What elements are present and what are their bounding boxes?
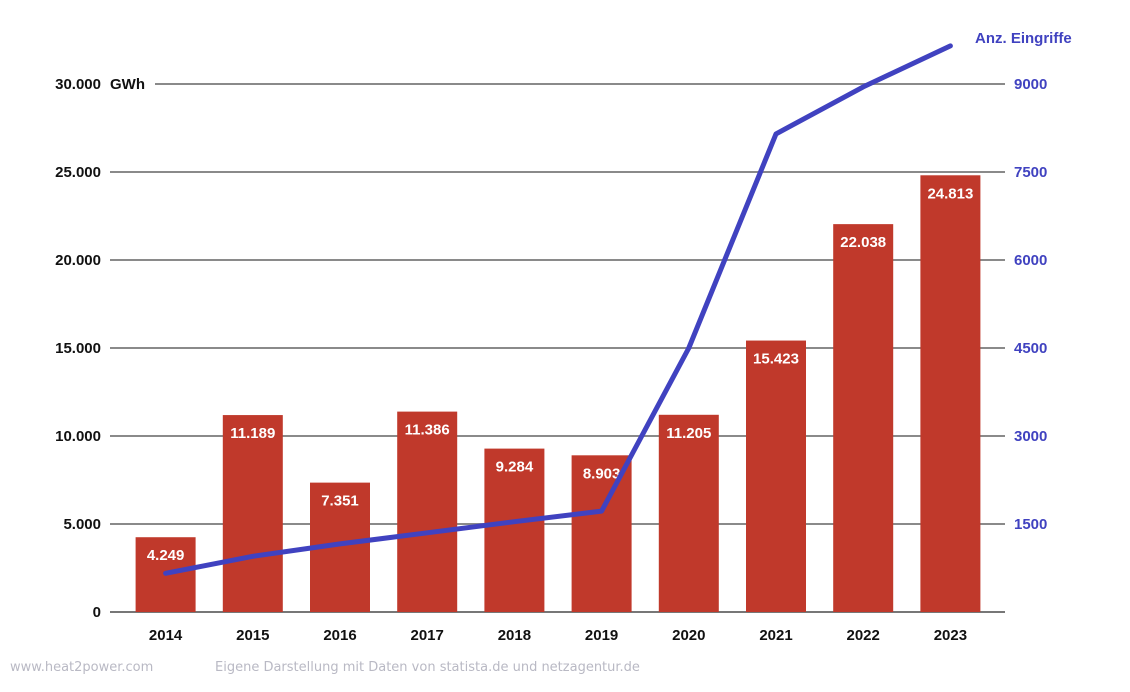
bar xyxy=(222,415,283,612)
right-axis-ticks: 1500 3000 4500 6000 7500 9000 xyxy=(1014,76,1047,533)
x-axis-ticks: 2014 2015 2016 2017 2018 2019 2020 2021 2022 2023 xyxy=(149,627,967,644)
right-tick-label: 4500 xyxy=(1014,340,1047,357)
left-tick-label: 25.000 xyxy=(55,164,101,181)
x-tick-label: 2021 xyxy=(759,627,792,644)
right-tick-label: 7500 xyxy=(1014,164,1047,181)
right-tick-label: 1500 xyxy=(1014,516,1047,533)
right-tick-label: 6000 xyxy=(1014,252,1047,269)
bar-value-label: 11.205 xyxy=(666,425,711,442)
bar xyxy=(397,411,458,612)
x-tick-label: 2014 xyxy=(149,627,183,644)
left-axis-ticks: 0 5.000 10.000 15.000 20.000 25.000 30.000 xyxy=(55,76,101,621)
bar xyxy=(920,175,981,612)
x-tick-label: 2022 xyxy=(847,627,880,644)
x-tick-label: 2018 xyxy=(498,627,531,644)
left-tick-label: 5.000 xyxy=(63,516,101,533)
line-series-path xyxy=(163,43,953,576)
bar-value-label: 8.903 xyxy=(583,465,621,482)
bar-value-label: 11.386 xyxy=(405,422,450,439)
chart: 4.249 11.189 7.351 11.386 9.284 8.903 11.205 15… xyxy=(55,30,1072,644)
x-tick-label: 2023 xyxy=(934,627,967,644)
bar-value-label: 9.284 xyxy=(496,459,534,476)
x-tick-label: 2020 xyxy=(672,627,705,644)
bar xyxy=(571,455,632,612)
bar-value-labels: 4.249 11.189 7.351 11.386 9.284 8.903 11.205 15… xyxy=(147,185,974,564)
bar-value-label: 24.813 xyxy=(927,185,973,202)
left-tick-label: 0 xyxy=(93,604,101,621)
line-series xyxy=(163,43,953,576)
bar-value-label: 4.249 xyxy=(147,547,185,564)
left-tick-label: 10.000 xyxy=(55,428,101,445)
x-tick-label: 2019 xyxy=(585,627,618,644)
x-tick-label: 2015 xyxy=(236,627,269,644)
left-tick-label: 20.000 xyxy=(55,252,101,269)
bar-value-label: 22.038 xyxy=(840,234,886,251)
bar-value-label: 15.423 xyxy=(753,351,799,368)
footer-source: Eigene Darstellung mit Daten von statist… xyxy=(215,660,640,675)
footer-website: www.heat2power.com xyxy=(10,660,154,675)
right-tick-label: 3000 xyxy=(1014,428,1047,445)
bar-value-label: 11.189 xyxy=(230,425,275,442)
right-tick-label: 9000 xyxy=(1014,76,1047,93)
left-tick-label: 30.000 xyxy=(55,76,101,93)
bar xyxy=(658,414,719,612)
left-tick-label: 15.000 xyxy=(55,340,101,357)
bar xyxy=(484,448,545,612)
x-tick-label: 2016 xyxy=(323,627,356,644)
right-axis-title: Anz. Eingriffe xyxy=(975,30,1072,47)
bar xyxy=(746,340,806,612)
bar-value-label: 7.351 xyxy=(321,493,359,510)
bar xyxy=(833,224,894,612)
left-axis-unit: GWh xyxy=(110,76,145,93)
x-tick-label: 2017 xyxy=(411,627,444,644)
